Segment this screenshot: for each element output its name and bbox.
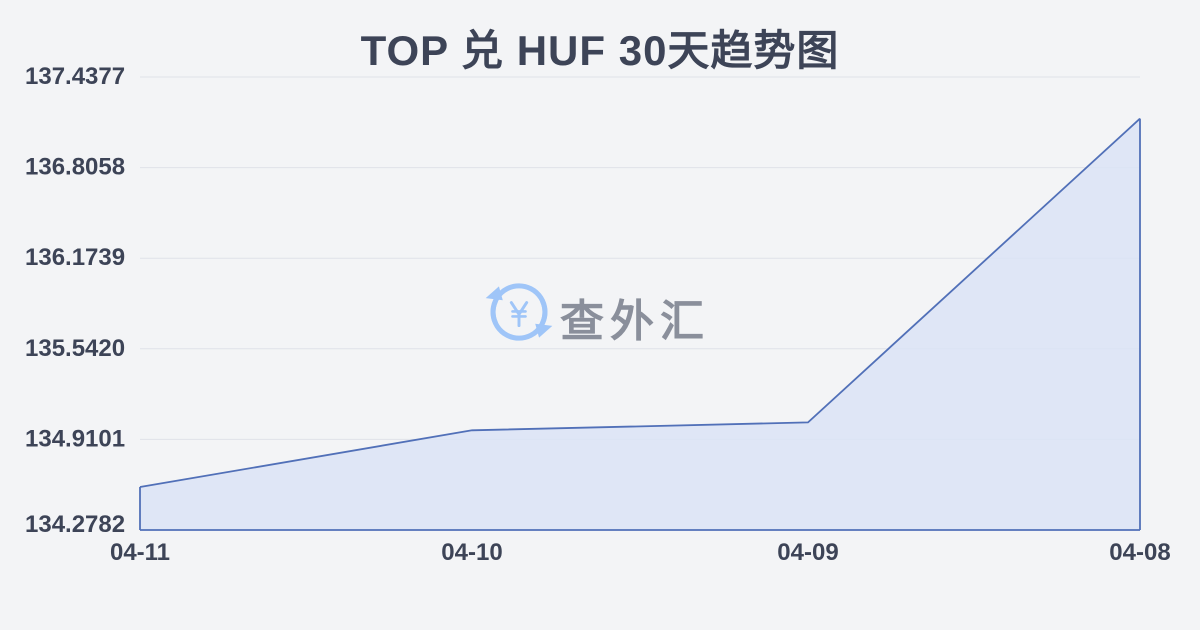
svg-text:136.8058: 136.8058 [25,154,125,181]
svg-text:137.4377: 137.4377 [25,63,125,90]
svg-text:135.5420: 135.5420 [25,335,125,362]
svg-text:04-09: 04-09 [777,539,838,566]
svg-text:查外汇: 查外汇 [560,297,710,346]
svg-text:136.1739: 136.1739 [25,244,125,271]
svg-text:04-10: 04-10 [441,539,502,566]
svg-text:04-11: 04-11 [110,539,170,566]
svg-text:134.9101: 134.9101 [25,425,125,452]
svg-text:04-08: 04-08 [1109,539,1170,566]
svg-text:134.2782: 134.2782 [25,511,125,538]
